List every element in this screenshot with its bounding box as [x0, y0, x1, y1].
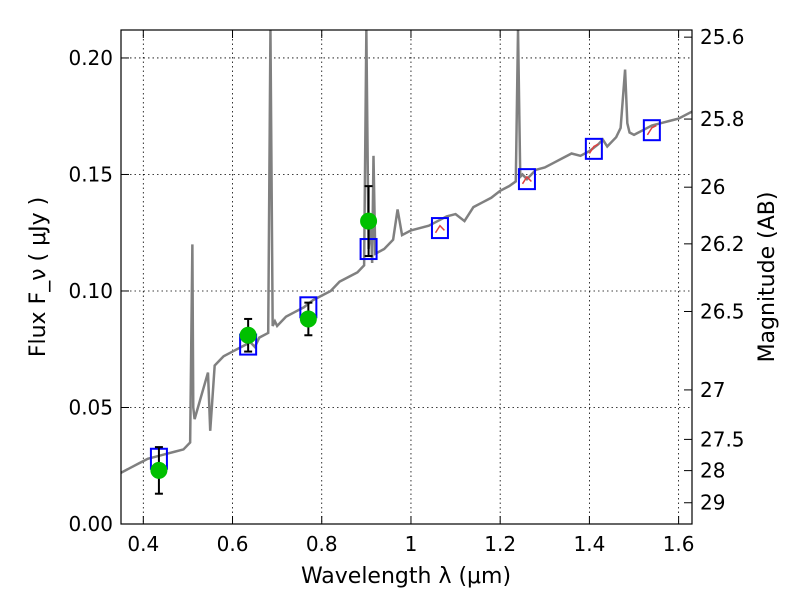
magnitude-tick-label: 25.6: [700, 25, 745, 49]
plot-frame: [120, 29, 693, 525]
model-box: [584, 137, 603, 160]
observed-point: [299, 310, 317, 328]
observed-point: [150, 461, 168, 479]
x-tick-label: 1.4: [573, 532, 605, 556]
magnitude-tick-label: 29: [700, 491, 725, 515]
x-tick-label: 0.4: [127, 532, 159, 556]
y-tick-label: 0.20: [68, 46, 113, 70]
hst-spectrum-segments: [434, 124, 657, 234]
y-axis-ticks: 0.00 0.05 0.10 0.15 0.20: [68, 46, 129, 536]
observed-point: [360, 212, 378, 230]
model-box: [642, 119, 661, 142]
magnitude-axis-ticks: 25.6 25.8 26 26.2 26.5 27 27.5 28 29: [684, 25, 745, 515]
observed-points: [150, 212, 378, 479]
hst-spectrum-segment: [521, 175, 532, 185]
magnitude-tick-label: 26.2: [700, 232, 745, 256]
x-tick-label: 0.6: [217, 532, 249, 556]
y-tick-label: 0.15: [68, 162, 113, 186]
x-tick-label: 1.6: [663, 532, 695, 556]
x-tick-label: 1.2: [484, 532, 516, 556]
magnitude-tick-label: 28: [700, 459, 725, 483]
x-axis-title: Wavelength λ (μm): [301, 564, 511, 589]
x-tick-label: 0.8: [306, 532, 338, 556]
hst-spectrum-segment: [646, 124, 657, 136]
y-tick-label: 0.00: [68, 512, 113, 536]
magnitude-tick-label: 27: [700, 378, 725, 402]
observed-point: [239, 326, 257, 344]
plot-background: [121, 30, 692, 524]
x-tick-label: 1: [405, 532, 418, 556]
x-axis-ticks: 0.4 0.6 0.8 1 1.2 1.4 1.6: [127, 30, 695, 556]
y-tick-label: 0.10: [68, 279, 113, 303]
model-box: [517, 168, 536, 191]
hst-spectrum-segment: [588, 143, 599, 154]
hst-spectrum-segment: [434, 224, 445, 234]
magnitude-tick-label: 27.5: [700, 427, 745, 451]
model-box: [430, 217, 449, 240]
y-axis-title: Flux F_ν ( μJy ): [26, 197, 51, 357]
magnitude-tick-label: 26.5: [700, 299, 745, 323]
magnitude-tick-label: 25.8: [700, 107, 745, 131]
magnitude-axis-title: Magnitude (AB): [755, 192, 780, 363]
magnitude-tick-label: 26: [700, 175, 725, 199]
y-tick-label: 0.05: [68, 395, 113, 419]
